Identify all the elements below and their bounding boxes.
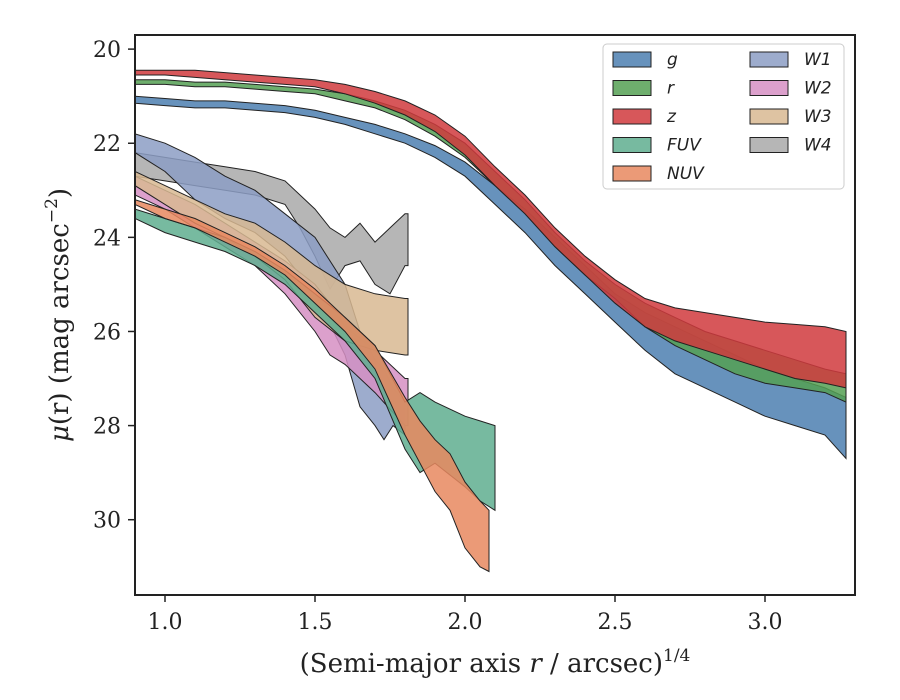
legend-label-fuv: FUV [667,136,702,156]
legend-label-w4: W4 [804,136,832,156]
legend-swatch-w2 [749,80,789,96]
legend-label-z: z [666,107,677,127]
x-tick-label: 2.0 [448,610,483,635]
plot-frame [134,34,856,596]
legend-swatch-nuv [612,165,652,182]
legend-label-w2: W2 [804,79,832,99]
legend-swatch-w4 [749,137,789,153]
legend-label-nuv: NUV [667,164,705,184]
legend-swatch-w3 [749,108,789,125]
y-axis-ticks: 20 22 24 26 28 30 [93,38,135,534]
legend: grz FUV NUV W1 W2 W3 W4 [602,43,845,190]
x-tick-label: 3.0 [748,610,783,635]
legend-label-w1: W1 [804,50,832,70]
profile-bands [135,69,847,573]
legend-swatch-w1 [749,51,789,68]
y-tick-label: 30 [93,509,121,534]
legend-label-w3: W3 [804,107,832,127]
y-tick-label: 24 [93,226,121,251]
band-nuv [135,199,490,573]
legend-swatch-z [612,108,652,125]
x-tick-label: 1.5 [298,610,333,635]
x-axis-label: (Semi-major axis r / arcsec)1/4 [300,646,691,679]
legend-label-r: r [667,79,675,99]
legend-swatch-fuv [612,137,652,153]
y-tick-label: 26 [93,320,121,345]
legend-swatch-g [612,51,652,68]
x-tick-label: 2.5 [598,610,633,635]
y-tick-label: 28 [93,415,121,440]
y-tick-label: 20 [93,38,121,63]
legend-label-g: g [667,50,678,70]
band-g [135,95,847,460]
band-z [135,69,847,389]
legend-swatch-r [612,80,652,96]
x-tick-label: 1.0 [148,610,183,635]
y-tick-label: 22 [93,132,121,157]
y-axis-label: μ(r) (mag arcsec−2) [42,188,75,442]
x-axis-ticks: 1.0 1.5 2.0 2.5 3.0 [148,595,783,635]
